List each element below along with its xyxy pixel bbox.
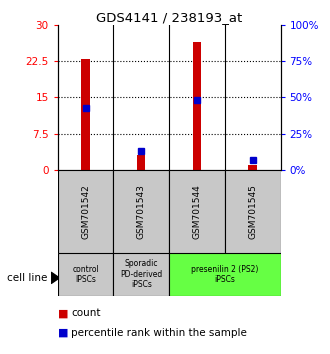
FancyBboxPatch shape — [225, 170, 280, 253]
FancyBboxPatch shape — [169, 253, 280, 296]
Text: count: count — [71, 308, 100, 318]
Text: GSM701545: GSM701545 — [248, 184, 257, 239]
FancyBboxPatch shape — [114, 170, 169, 253]
Text: Sporadic
PD-derived
iPSCs: Sporadic PD-derived iPSCs — [120, 259, 162, 289]
Text: GSM701542: GSM701542 — [81, 184, 90, 239]
Text: GSM701543: GSM701543 — [137, 184, 146, 239]
Text: ■: ■ — [58, 308, 68, 318]
Polygon shape — [51, 272, 59, 284]
Bar — [137, 155, 146, 170]
Bar — [248, 165, 257, 170]
Bar — [82, 59, 90, 170]
FancyBboxPatch shape — [114, 253, 169, 296]
Text: control
IPSCs: control IPSCs — [72, 265, 99, 284]
Text: percentile rank within the sample: percentile rank within the sample — [71, 328, 247, 338]
Text: presenilin 2 (PS2)
iPSCs: presenilin 2 (PS2) iPSCs — [191, 265, 258, 284]
Text: ■: ■ — [58, 328, 68, 338]
FancyBboxPatch shape — [58, 170, 114, 253]
FancyBboxPatch shape — [169, 170, 225, 253]
Bar — [193, 42, 201, 170]
Text: cell line: cell line — [7, 273, 47, 283]
Title: GDS4141 / 238193_at: GDS4141 / 238193_at — [96, 11, 242, 24]
FancyBboxPatch shape — [58, 253, 114, 296]
Text: GSM701544: GSM701544 — [192, 184, 202, 239]
